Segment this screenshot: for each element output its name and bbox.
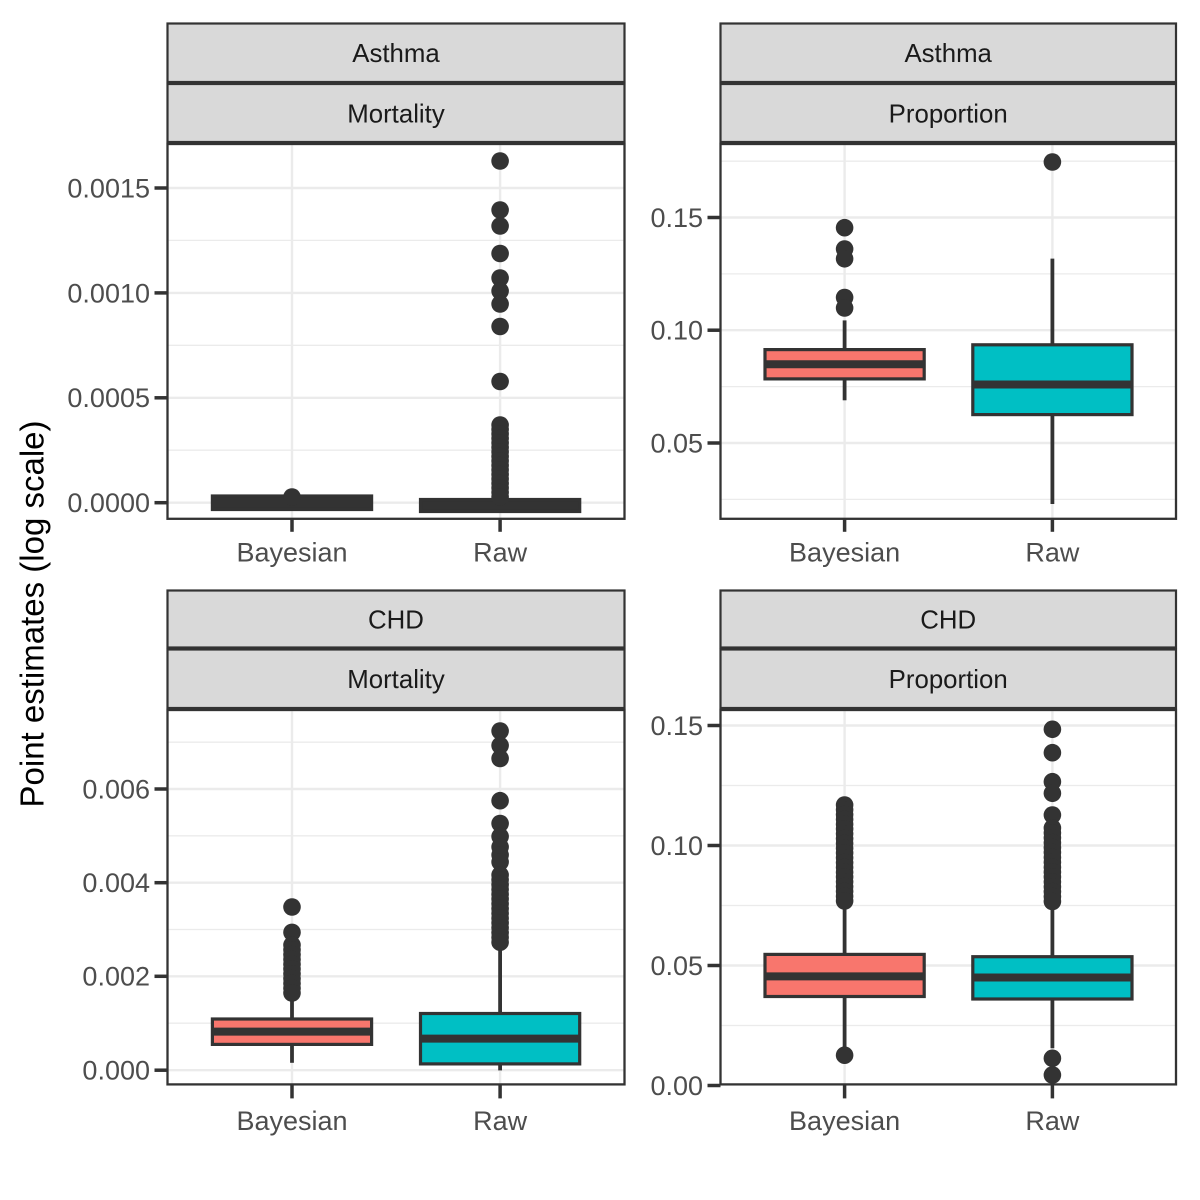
svg-text:Asthma: Asthma bbox=[352, 40, 440, 68]
svg-text:0.006: 0.006 bbox=[82, 774, 150, 804]
svg-text:Raw: Raw bbox=[1025, 1106, 1080, 1136]
svg-text:Raw: Raw bbox=[1025, 538, 1080, 568]
svg-text:0.002: 0.002 bbox=[82, 962, 150, 992]
svg-text:Raw: Raw bbox=[473, 538, 528, 568]
svg-text:Bayesian: Bayesian bbox=[236, 1106, 347, 1136]
svg-text:Bayesian: Bayesian bbox=[789, 1106, 900, 1136]
svg-text:Asthma: Asthma bbox=[904, 40, 992, 68]
svg-text:CHD: CHD bbox=[368, 606, 424, 634]
svg-text:0.15: 0.15 bbox=[650, 711, 703, 741]
svg-text:Raw: Raw bbox=[473, 1106, 528, 1136]
svg-text:0.0000: 0.0000 bbox=[67, 488, 150, 518]
svg-text:Point estimates (log scale): Point estimates (log scale) bbox=[14, 421, 51, 808]
svg-text:0.15: 0.15 bbox=[650, 203, 703, 233]
svg-text:Mortality: Mortality bbox=[347, 666, 445, 694]
svg-text:0.05: 0.05 bbox=[650, 428, 703, 458]
svg-text:0.05: 0.05 bbox=[650, 951, 703, 981]
svg-text:Proportion: Proportion bbox=[889, 666, 1008, 694]
svg-text:0.00: 0.00 bbox=[650, 1071, 703, 1101]
svg-text:0.004: 0.004 bbox=[82, 868, 150, 898]
svg-text:0.10: 0.10 bbox=[650, 831, 703, 861]
svg-text:Bayesian: Bayesian bbox=[236, 538, 347, 568]
svg-text:0.0010: 0.0010 bbox=[67, 278, 150, 308]
svg-text:CHD: CHD bbox=[920, 606, 976, 634]
svg-text:0.000: 0.000 bbox=[82, 1056, 150, 1086]
svg-text:Bayesian: Bayesian bbox=[789, 538, 900, 568]
svg-text:0.10: 0.10 bbox=[650, 316, 703, 346]
svg-text:0.0005: 0.0005 bbox=[67, 383, 150, 413]
svg-text:Proportion: Proportion bbox=[889, 100, 1008, 128]
svg-text:Mortality: Mortality bbox=[347, 100, 445, 128]
svg-text:0.0015: 0.0015 bbox=[67, 173, 150, 203]
